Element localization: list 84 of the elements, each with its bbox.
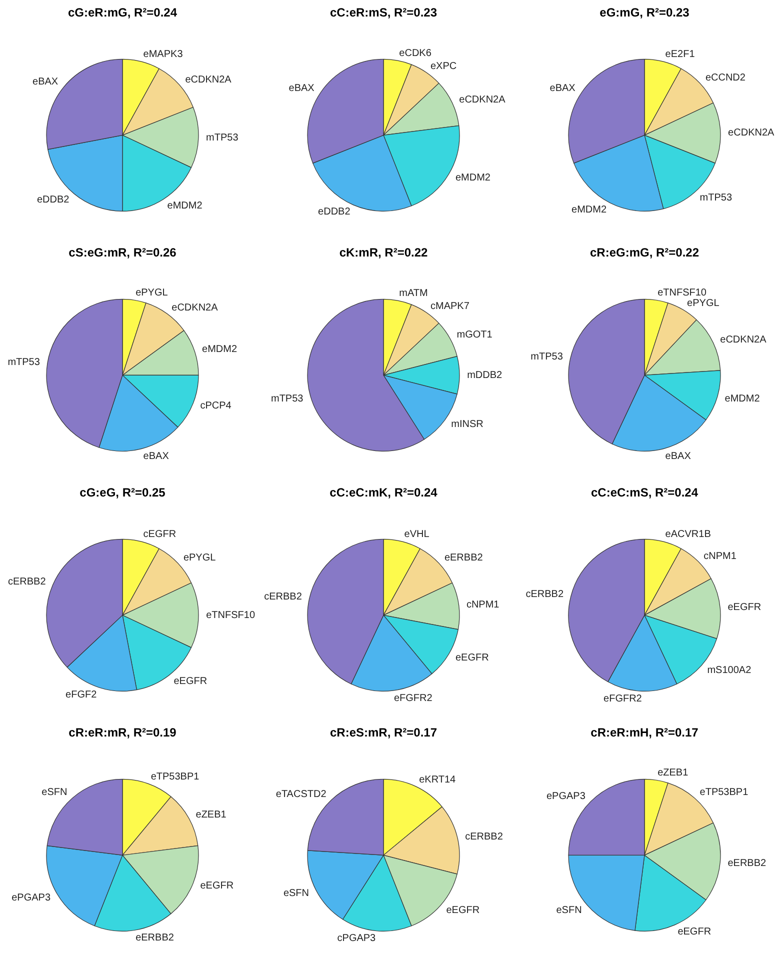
chart-title: cG:eR:mG, R²=0.24 (68, 6, 178, 20)
slice-label: eEGFR (728, 602, 762, 614)
slice-label: eE2F1 (665, 48, 696, 60)
chart-title: cC:eC:mS, R²=0.24 (590, 486, 698, 500)
slice-label: eXPC (430, 60, 457, 72)
slice-label: mTP53 (206, 132, 239, 144)
slice-label: cERBB2 (264, 592, 302, 603)
slice-label: eZEB1 (196, 810, 227, 821)
slice-label: eEGFR (200, 880, 234, 892)
slice-label: ePYGL (136, 287, 168, 298)
slice-label: eSFN (283, 888, 310, 899)
slice-label: cEGFR (143, 528, 176, 540)
slice-label: mTP53 (700, 192, 732, 204)
slice-label: eBAX (550, 82, 576, 94)
slice-label: eMDM2 (572, 204, 607, 216)
slice-label: eCDKN2A (459, 94, 506, 106)
slice-label: eERBB2 (136, 932, 174, 944)
slice-label: eCDKN2A (185, 74, 232, 86)
slice-label: eFGFR2 (394, 692, 433, 704)
slice-label: eSFN (556, 905, 582, 916)
slice-label: eDDB2 (318, 206, 351, 218)
slice-label: cMAPK7 (430, 300, 470, 312)
chart-title: cC:eR:mS, R²=0.23 (330, 6, 438, 20)
slice-label: eMDM2 (724, 393, 760, 404)
slice-label: eBAX (288, 82, 315, 94)
chart-title: cC:eC:mK, R²=0.24 (330, 486, 438, 500)
slice-label: eERBB2 (444, 552, 484, 564)
slice-label: eFGF2 (66, 689, 98, 700)
slice-label: eTP53BP1 (150, 771, 200, 782)
slice-label: eTP53BP1 (700, 787, 749, 798)
slice-label: cNPM1 (704, 550, 737, 562)
slice-label: cERBB2 (8, 576, 46, 588)
slice-label: eCDKN2A (720, 334, 767, 346)
slice-label: eEGFR (174, 676, 208, 688)
slice-label: mS100A2 (707, 665, 752, 676)
slice-label: eCDKN2A (728, 127, 775, 138)
slice-label: eDDB2 (36, 194, 70, 206)
slice-label: mINSR (451, 419, 484, 430)
slice-label: eBAX (32, 76, 58, 88)
slice-label: cPCP4 (200, 400, 232, 412)
slice-label: ePYGL (687, 298, 720, 309)
slice-label: eBAX (665, 450, 692, 462)
chart-title: cR:eS:mR, R²=0.17 (330, 726, 438, 740)
slice-label: mGOT1 (456, 330, 493, 341)
slice-label: eTACSTD2 (276, 789, 327, 800)
slice-label: eMDM2 (455, 172, 491, 184)
slice-label: eBAX (143, 450, 170, 462)
slice-label: eKRT14 (419, 774, 456, 786)
chart-title: cG:eG, R²=0.25 (80, 486, 166, 500)
slice-label: eTNFSF10 (658, 287, 707, 298)
chart-title: cK:mR, R²=0.22 (339, 246, 428, 260)
slice-label: eCCND2 (705, 72, 746, 84)
slice-label: ePYGL (183, 552, 216, 564)
slice-label: eMAPK3 (143, 48, 184, 60)
slice-label: eMDM2 (202, 344, 238, 356)
chart-title: cS:eG:mR, R²=0.26 (68, 246, 177, 260)
slice-label: eCDKN2A (172, 302, 218, 314)
slice-label: cNPM1 (466, 599, 500, 610)
slice-label: cERBB2 (526, 589, 564, 600)
slice-label: mTP53 (8, 356, 40, 368)
slice-label: eTNFSF10 (206, 610, 256, 621)
slice-label: cERBB2 (465, 832, 504, 843)
slice-label: mTP53 (530, 352, 564, 363)
chart-title: cR:eG:mG, R²=0.22 (590, 246, 700, 260)
slice-label: eSFN (42, 787, 68, 798)
chart-title: cR:eR:mH, R²=0.17 (590, 726, 699, 740)
slice-label: mDDB2 (467, 370, 503, 381)
slice-label: cPGAP3 (337, 933, 376, 944)
slice-label: eMDM2 (167, 200, 203, 212)
slice-label: mTP53 (270, 393, 304, 404)
slice-label: eEGFR (446, 905, 480, 916)
chart-title: cR:eR:mR, R²=0.19 (68, 726, 177, 740)
slice-label: eERBB2 (728, 858, 767, 869)
slice-label: ePGAP3 (12, 892, 51, 904)
slice-label: eFGFR2 (604, 694, 642, 705)
slice-label: eVHL (404, 528, 430, 540)
slice-label: eACVR1B (665, 528, 712, 540)
slice-label: ePGAP3 (546, 790, 586, 802)
slice-label: eCDK6 (399, 48, 432, 59)
slice-label: eZEB1 (658, 767, 689, 778)
slice-label: eEGFR (455, 652, 489, 664)
chart-title: eG:mG, R²=0.23 (600, 6, 690, 20)
slice-label: eEGFR (678, 926, 712, 938)
slice-label: mATM (399, 288, 428, 299)
